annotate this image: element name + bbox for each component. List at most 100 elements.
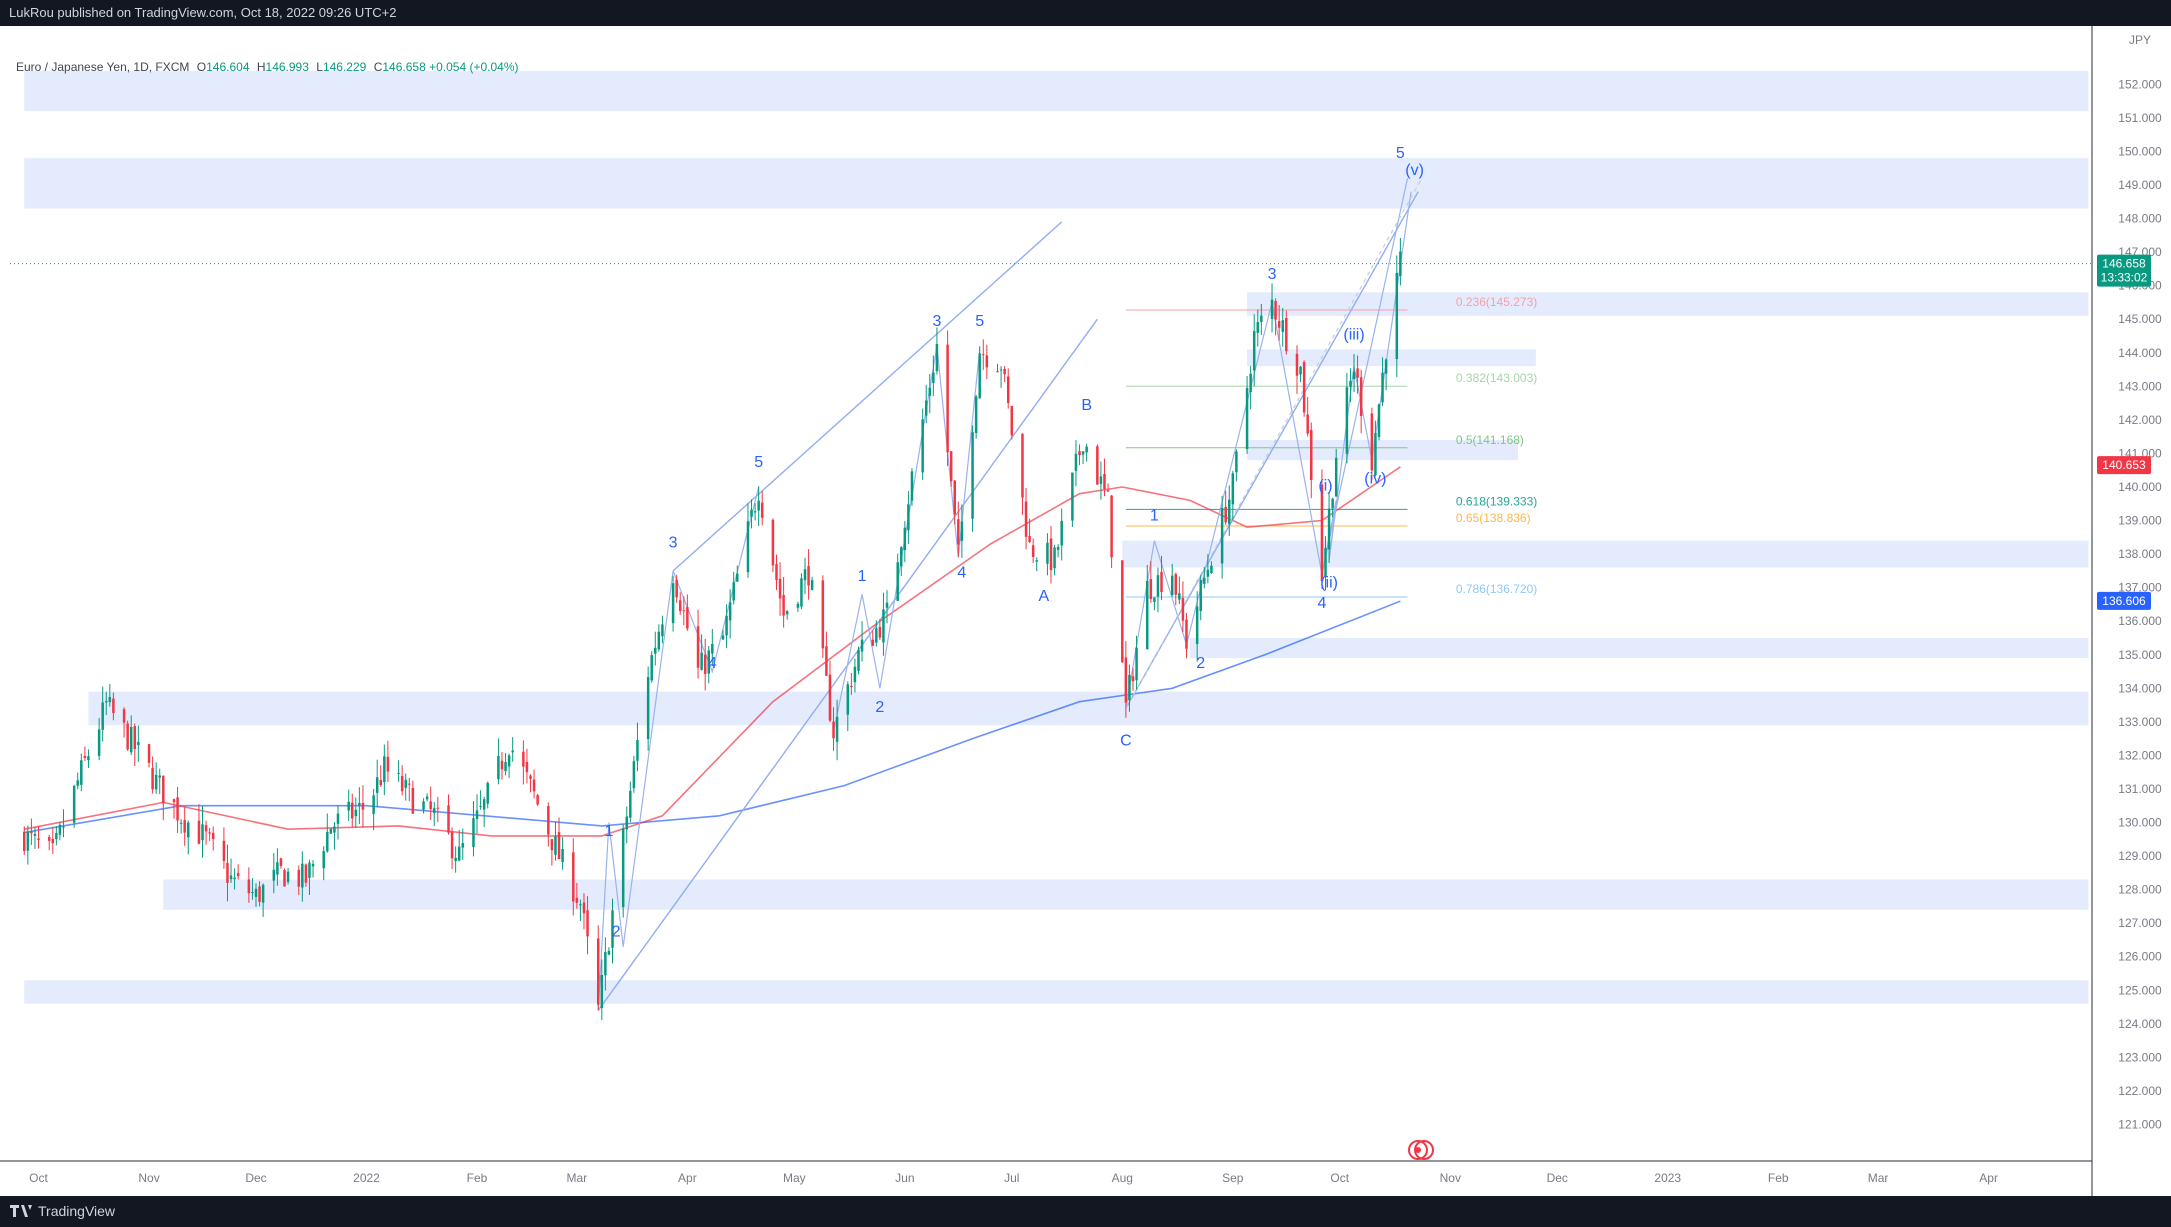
candle-body[interactable] bbox=[183, 820, 186, 833]
wave-label[interactable]: 4 bbox=[1317, 595, 1326, 612]
candle-body[interactable] bbox=[800, 578, 803, 607]
chart-frame[interactable]: 0.236(145.273) 0.382(143.003) 0.5(141.168)… bbox=[0, 26, 2171, 1196]
candle-body[interactable] bbox=[386, 756, 390, 772]
candle-body[interactable] bbox=[1384, 359, 1388, 374]
candle-body[interactable] bbox=[129, 727, 133, 753]
candle-body[interactable] bbox=[932, 372, 935, 384]
wave-label[interactable]: 1 bbox=[858, 568, 867, 585]
candle-body[interactable] bbox=[657, 631, 661, 650]
candle-body[interactable] bbox=[586, 910, 589, 937]
candle-body[interactable] bbox=[408, 783, 411, 785]
last-price-badge[interactable] bbox=[2097, 254, 2151, 287]
candle-body[interactable] bbox=[1302, 362, 1306, 413]
candle-body[interactable] bbox=[1031, 545, 1035, 558]
tradingview-logo[interactable]: TradingView bbox=[10, 1196, 115, 1227]
support-resistance-zone[interactable] bbox=[88, 691, 2089, 726]
candle-body[interactable] bbox=[457, 846, 461, 861]
candle-body[interactable] bbox=[611, 910, 614, 948]
candle-body[interactable] bbox=[101, 702, 104, 730]
candle-body[interactable] bbox=[971, 432, 974, 519]
candle-body[interactable] bbox=[1021, 433, 1024, 498]
candle-body[interactable] bbox=[1185, 619, 1188, 649]
candle-body[interactable] bbox=[1277, 321, 1281, 328]
candle-body[interactable] bbox=[276, 862, 279, 875]
candle-body[interactable] bbox=[23, 831, 26, 852]
candle-body[interactable] bbox=[1203, 577, 1206, 584]
candle-body[interactable] bbox=[828, 674, 832, 721]
candle-body[interactable] bbox=[625, 816, 629, 830]
candle-body[interactable] bbox=[122, 709, 126, 723]
candle-body[interactable] bbox=[72, 785, 76, 823]
candle-body[interactable] bbox=[1327, 508, 1331, 550]
candle-body[interactable] bbox=[803, 569, 807, 581]
candle-body[interactable] bbox=[62, 826, 65, 828]
candle-body[interactable] bbox=[596, 938, 600, 1005]
candle-body[interactable] bbox=[636, 739, 639, 761]
candle-body[interactable] bbox=[272, 869, 276, 881]
candle-body[interactable] bbox=[629, 790, 632, 818]
wave-label[interactable]: 1 bbox=[604, 823, 613, 840]
candle-body[interactable] bbox=[1395, 272, 1399, 360]
candle-body[interactable] bbox=[208, 832, 211, 834]
candle-body[interactable] bbox=[896, 562, 899, 601]
candle-body[interactable] bbox=[1181, 597, 1185, 621]
candle-body[interactable] bbox=[55, 833, 58, 840]
candle-body[interactable] bbox=[30, 831, 33, 834]
candle-body[interactable] bbox=[522, 751, 525, 767]
candle-body[interactable] bbox=[397, 772, 400, 774]
support-resistance-zone[interactable] bbox=[1247, 292, 2089, 316]
candle-body[interactable] bbox=[472, 818, 475, 848]
candle-body[interactable] bbox=[646, 677, 650, 739]
candle-body[interactable] bbox=[222, 840, 226, 861]
candle-body[interactable] bbox=[682, 610, 686, 612]
candle-body[interactable] bbox=[336, 813, 340, 824]
candle-body[interactable] bbox=[1046, 542, 1049, 564]
candle-body[interactable] bbox=[821, 580, 825, 649]
candle-body[interactable] bbox=[436, 807, 440, 809]
candle-body[interactable] bbox=[1356, 368, 1359, 378]
candle-body[interactable] bbox=[1249, 373, 1252, 392]
candle-body[interactable] bbox=[229, 875, 233, 880]
support-resistance-zone[interactable] bbox=[24, 980, 2089, 1004]
candle-body[interactable] bbox=[1124, 657, 1128, 703]
candle-body[interactable] bbox=[333, 826, 336, 833]
candle-body[interactable] bbox=[1096, 446, 1099, 485]
candle-body[interactable] bbox=[1053, 547, 1056, 569]
candle-body[interactable] bbox=[112, 698, 115, 714]
candle-body[interactable] bbox=[1174, 574, 1178, 595]
candle-body[interactable] bbox=[725, 615, 728, 636]
support-resistance-zone[interactable] bbox=[24, 70, 2089, 112]
candle-body[interactable] bbox=[996, 371, 999, 373]
candle-body[interactable] bbox=[946, 344, 949, 453]
candle-body[interactable] bbox=[1224, 506, 1227, 523]
wave-label[interactable]: A bbox=[1039, 588, 1050, 605]
wave-path[interactable] bbox=[597, 486, 760, 1011]
candle-body[interactable] bbox=[1377, 404, 1381, 437]
candle-body[interactable] bbox=[974, 396, 978, 434]
candle-body[interactable] bbox=[236, 873, 240, 877]
candle-body[interactable] bbox=[279, 858, 283, 867]
candle-body[interactable] bbox=[211, 832, 215, 840]
candle-body[interactable] bbox=[1345, 387, 1349, 454]
candle-body[interactable] bbox=[429, 801, 432, 810]
candle-body[interactable] bbox=[825, 646, 828, 676]
candle-body[interactable] bbox=[529, 775, 532, 779]
candle-body[interactable] bbox=[810, 580, 814, 590]
wave-label[interactable]: 5 bbox=[754, 454, 763, 471]
candle-body[interactable] bbox=[1146, 580, 1149, 650]
candle-body[interactable] bbox=[547, 806, 550, 835]
candle-body[interactable] bbox=[76, 780, 79, 786]
candle-body[interactable] bbox=[1078, 451, 1081, 456]
candle-body[interactable] bbox=[832, 721, 835, 739]
candle-body[interactable] bbox=[700, 652, 703, 670]
candle-body[interactable] bbox=[475, 810, 479, 819]
candle-body[interactable] bbox=[105, 701, 108, 703]
candle-body[interactable] bbox=[97, 729, 101, 756]
ma-slow-badge[interactable] bbox=[2097, 591, 2151, 610]
candle-body[interactable] bbox=[1028, 536, 1031, 542]
candle-body[interactable] bbox=[1060, 520, 1063, 546]
candle-body[interactable] bbox=[785, 611, 789, 615]
candle-body[interactable] bbox=[1131, 676, 1135, 682]
candle-body[interactable] bbox=[172, 799, 176, 803]
candle-body[interactable] bbox=[650, 655, 653, 681]
